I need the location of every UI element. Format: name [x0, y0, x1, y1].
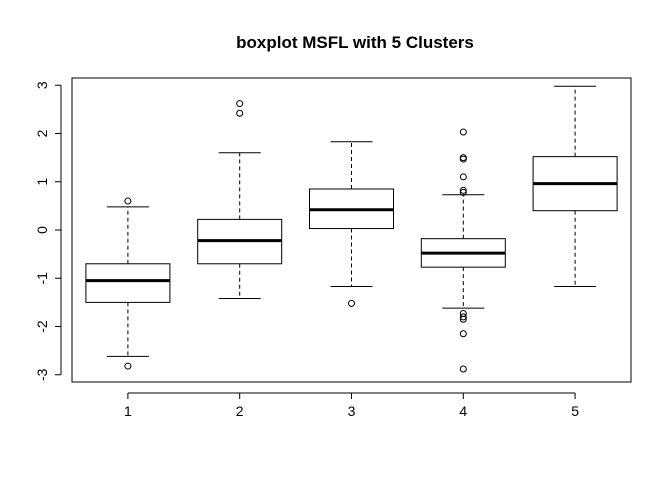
- plot-frame: [71, 77, 632, 383]
- x-tick-label: 2: [236, 403, 244, 419]
- outlier-point: [236, 109, 244, 117]
- y-tick-label: 2: [34, 129, 50, 137]
- box-group-2: [197, 100, 283, 300]
- x-tick-label: 3: [348, 403, 356, 419]
- boxes: [85, 85, 618, 373]
- y-tick-label: -3: [34, 368, 50, 381]
- box-group-5: [532, 85, 618, 287]
- x-axis: 1 2 3 4 5: [124, 392, 579, 419]
- box-group-4: [420, 128, 506, 373]
- outlier-point: [459, 313, 467, 321]
- x-tick-label: 4: [459, 403, 467, 419]
- y-tick-label: -1: [34, 272, 50, 285]
- outlier-point: [459, 186, 467, 194]
- y-tick-label: -2: [34, 320, 50, 333]
- outlier-point: [459, 173, 467, 181]
- x-tick-label: 5: [571, 403, 579, 419]
- outlier-point: [459, 365, 467, 373]
- outlier-point: [124, 362, 132, 370]
- outlier-point: [459, 128, 467, 136]
- x-tick-label: 1: [124, 403, 132, 419]
- y-axis: -3 -2 -1 0 1 2 3: [34, 81, 62, 381]
- box-group-1: [85, 197, 171, 370]
- outlier-point: [459, 330, 467, 338]
- outlier-point: [459, 188, 467, 196]
- box: [85, 263, 171, 303]
- outlier-point: [348, 299, 355, 307]
- outlier-point: [459, 315, 467, 323]
- y-tick-label: 0: [34, 226, 50, 234]
- y-tick-label: 3: [34, 81, 50, 89]
- box-group-3: [309, 141, 394, 307]
- outlier-point: [459, 155, 467, 163]
- outlier-point: [236, 100, 244, 108]
- chart-title: boxplot MSFL with 5 Clusters: [236, 33, 474, 52]
- outlier-point: [124, 197, 132, 205]
- y-tick-label: 1: [34, 178, 50, 186]
